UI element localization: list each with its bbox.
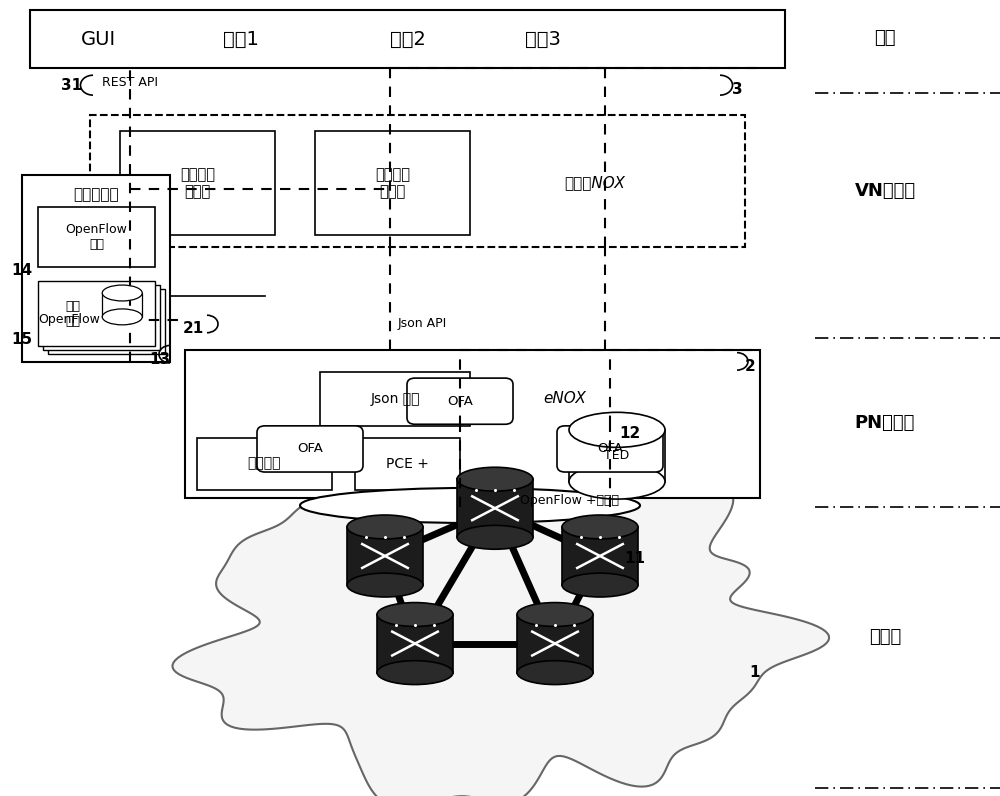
Text: 应用2: 应用2 (390, 29, 425, 49)
Ellipse shape (562, 515, 638, 539)
Bar (38, 281, 155, 346)
Bar (38, 207, 155, 267)
Text: Json API: Json API (398, 318, 447, 330)
Text: OpenFlow: OpenFlow (38, 314, 100, 326)
Bar (120, 131, 275, 235)
Bar (30, 10, 785, 68)
Text: TED: TED (604, 449, 630, 462)
Ellipse shape (102, 309, 142, 325)
FancyBboxPatch shape (557, 426, 663, 472)
Ellipse shape (377, 603, 453, 626)
Text: 节点控制器: 节点控制器 (73, 187, 119, 201)
Text: 虚拟路由
管理器: 虚拟路由 管理器 (375, 167, 410, 199)
Ellipse shape (347, 515, 423, 539)
Text: 应用1: 应用1 (223, 29, 259, 49)
Text: VN控制层: VN控制层 (854, 182, 916, 200)
Polygon shape (377, 615, 453, 673)
Text: 1: 1 (750, 665, 760, 680)
Text: 云层: 云层 (874, 29, 896, 47)
Ellipse shape (457, 525, 533, 549)
Ellipse shape (457, 467, 533, 491)
Ellipse shape (569, 412, 665, 447)
Ellipse shape (517, 603, 593, 626)
Text: 2: 2 (745, 359, 755, 373)
Text: OpenFlow
网关: OpenFlow 网关 (66, 223, 127, 251)
Text: OFA: OFA (297, 443, 323, 455)
Bar (315, 131, 470, 235)
Text: PN控制层: PN控制层 (855, 415, 915, 432)
Ellipse shape (569, 464, 665, 499)
Text: 改进的NOX: 改进的NOX (565, 176, 625, 190)
Text: REST API: REST API (102, 76, 158, 89)
Bar (90, 115, 745, 247)
Text: Json 网关: Json 网关 (370, 392, 420, 406)
Text: PCE +: PCE + (386, 457, 429, 470)
Ellipse shape (300, 488, 640, 523)
Polygon shape (102, 293, 142, 317)
Text: 13: 13 (149, 353, 171, 367)
Bar (355, 438, 460, 490)
Text: 应用3: 应用3 (525, 29, 561, 49)
Text: 14: 14 (11, 263, 33, 278)
Ellipse shape (102, 285, 142, 301)
Text: 31: 31 (61, 78, 83, 92)
Text: 15: 15 (11, 333, 33, 347)
Polygon shape (569, 430, 665, 482)
Text: 21: 21 (182, 322, 204, 336)
Bar (320, 372, 470, 426)
Bar (48, 289, 165, 354)
Text: 资源层: 资源层 (869, 628, 901, 646)
Polygon shape (562, 527, 638, 585)
Text: OFA: OFA (447, 395, 473, 408)
Ellipse shape (347, 573, 423, 597)
Text: 交互引擎: 交互引擎 (248, 457, 281, 470)
Text: GUI: GUI (80, 29, 116, 49)
Text: OpenFlow +光扩展: OpenFlow +光扩展 (520, 494, 619, 507)
Polygon shape (517, 615, 593, 673)
FancyBboxPatch shape (407, 378, 513, 424)
Bar (22, 175, 170, 362)
Text: 虚拟路由
管理器: 虚拟路由 管理器 (180, 167, 215, 199)
Polygon shape (172, 442, 829, 796)
Polygon shape (457, 479, 533, 537)
Ellipse shape (377, 661, 453, 685)
Text: 11: 11 (624, 552, 646, 566)
Text: 12: 12 (619, 427, 641, 441)
Text: 虚拟
路由: 虚拟 路由 (66, 299, 81, 328)
Text: 3: 3 (732, 83, 742, 97)
Ellipse shape (562, 573, 638, 597)
Ellipse shape (517, 661, 593, 685)
Bar (43, 285, 160, 350)
Text: eNOX: eNOX (544, 392, 586, 406)
FancyBboxPatch shape (257, 426, 363, 472)
Text: OFA: OFA (597, 443, 623, 455)
Bar (197, 438, 332, 490)
Bar (185, 350, 760, 498)
Polygon shape (347, 527, 423, 585)
